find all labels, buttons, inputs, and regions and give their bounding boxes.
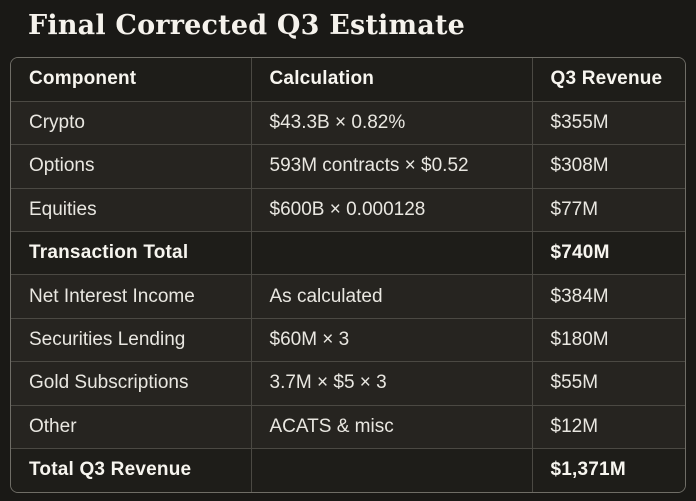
- estimate-table-grid: Component Calculation Q3 Revenue Crypto …: [11, 58, 685, 492]
- cell-calculation: [250, 448, 533, 492]
- cell-component: Securities Lending: [11, 317, 252, 363]
- table-row-securities-lending: Securities Lending $60M × 3 $180M: [11, 317, 685, 363]
- cell-revenue: $308M: [531, 144, 685, 189]
- cell-component: Net Interest Income: [11, 274, 252, 319]
- table-row-equities: Equities $600B × 0.000128 $77M: [11, 187, 685, 233]
- cell-calculation: $600B × 0.000128: [250, 187, 533, 233]
- cell-component: Total Q3 Revenue: [11, 448, 252, 492]
- table-row-options: Options 593M contracts × $0.52 $308M: [11, 144, 685, 189]
- cell-component: Gold Subscriptions: [11, 361, 252, 406]
- cell-calculation: 593M contracts × $0.52: [250, 144, 533, 189]
- cell-calculation: [250, 231, 533, 276]
- cell-component: Crypto: [11, 100, 252, 146]
- table-row-crypto: Crypto $43.3B × 0.82% $355M: [11, 100, 685, 146]
- cell-calculation: $43.3B × 0.82%: [250, 100, 533, 146]
- cell-component: Equities: [11, 187, 252, 233]
- estimate-table: Component Calculation Q3 Revenue Crypto …: [10, 57, 686, 493]
- cell-revenue: $77M: [531, 187, 685, 233]
- cell-component: Transaction Total: [11, 231, 252, 276]
- cell-revenue: $1,371M: [531, 448, 685, 492]
- table-row-other: Other ACATS & misc $12M: [11, 404, 685, 450]
- table-row-net-interest-income: Net Interest Income As calculated $384M: [11, 274, 685, 319]
- column-header-calculation: Calculation: [250, 58, 533, 102]
- cell-revenue: $12M: [531, 404, 685, 450]
- page-title: Final Corrected Q3 Estimate: [28, 10, 466, 41]
- table-row-gold-subscriptions: Gold Subscriptions 3.7M × $5 × 3 $55M: [11, 361, 685, 406]
- cell-revenue: $55M: [531, 361, 685, 406]
- cell-component: Other: [11, 404, 252, 450]
- cell-revenue: $180M: [531, 317, 685, 363]
- table-row-transaction-total: Transaction Total $740M: [11, 231, 685, 276]
- cell-calculation: ACATS & misc: [250, 404, 533, 450]
- cell-calculation: As calculated: [250, 274, 533, 319]
- column-header-q3-revenue: Q3 Revenue: [531, 58, 685, 102]
- cell-calculation: 3.7M × $5 × 3: [250, 361, 533, 406]
- cell-calculation: $60M × 3: [250, 317, 533, 363]
- table-row-total-q3-revenue: Total Q3 Revenue $1,371M: [11, 448, 685, 492]
- table-header-row: Component Calculation Q3 Revenue: [11, 58, 685, 102]
- column-header-component: Component: [11, 58, 252, 102]
- cell-component: Options: [11, 144, 252, 189]
- cell-revenue: $355M: [531, 100, 685, 146]
- cell-revenue: $384M: [531, 274, 685, 319]
- cell-revenue: $740M: [531, 231, 685, 276]
